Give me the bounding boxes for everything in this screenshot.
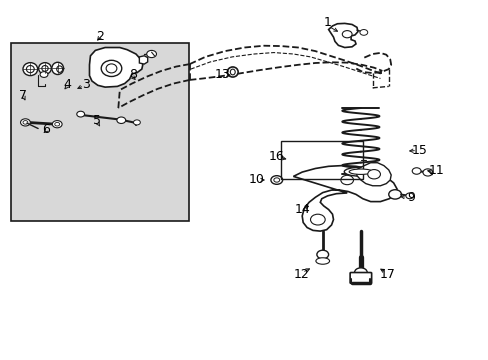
Circle shape — [40, 72, 48, 77]
Ellipse shape — [344, 167, 377, 176]
Polygon shape — [328, 23, 357, 48]
Text: 11: 11 — [428, 164, 444, 177]
Circle shape — [146, 50, 156, 58]
Text: 15: 15 — [411, 144, 427, 157]
Circle shape — [342, 31, 351, 38]
Text: 1: 1 — [323, 16, 331, 29]
Circle shape — [310, 214, 325, 225]
Ellipse shape — [230, 69, 235, 75]
Text: 8: 8 — [129, 68, 137, 81]
Circle shape — [270, 176, 282, 184]
Circle shape — [422, 169, 432, 176]
Circle shape — [273, 178, 279, 182]
Circle shape — [340, 175, 353, 185]
Text: 5: 5 — [93, 114, 101, 127]
Circle shape — [367, 170, 380, 179]
Ellipse shape — [41, 66, 48, 71]
Circle shape — [20, 119, 30, 126]
Circle shape — [133, 120, 140, 125]
Ellipse shape — [101, 60, 122, 77]
Ellipse shape — [52, 62, 63, 75]
Ellipse shape — [227, 67, 238, 77]
Ellipse shape — [348, 169, 372, 175]
Polygon shape — [89, 48, 142, 87]
Ellipse shape — [57, 66, 62, 72]
Circle shape — [411, 168, 420, 174]
Text: 6: 6 — [42, 123, 50, 136]
Circle shape — [117, 117, 125, 123]
Ellipse shape — [106, 64, 117, 73]
Polygon shape — [293, 166, 396, 231]
Text: 2: 2 — [96, 30, 104, 42]
Text: 17: 17 — [379, 268, 395, 281]
Circle shape — [52, 121, 62, 128]
Text: 3: 3 — [81, 78, 89, 91]
Text: 4: 4 — [63, 78, 71, 91]
Circle shape — [359, 30, 367, 35]
Circle shape — [354, 268, 366, 277]
Circle shape — [388, 190, 401, 199]
Text: 10: 10 — [248, 173, 264, 186]
Text: 16: 16 — [268, 150, 284, 163]
Text: 14: 14 — [294, 203, 309, 216]
Bar — [11, 43, 189, 221]
Text: 7: 7 — [20, 89, 27, 102]
Ellipse shape — [39, 63, 51, 74]
Ellipse shape — [26, 66, 34, 73]
Bar — [281, 141, 363, 179]
Circle shape — [55, 122, 60, 126]
Ellipse shape — [23, 63, 38, 76]
Circle shape — [23, 121, 28, 124]
Circle shape — [316, 250, 328, 259]
Text: 9: 9 — [406, 191, 414, 204]
Polygon shape — [139, 56, 147, 64]
Text: 12: 12 — [293, 268, 309, 281]
Circle shape — [77, 111, 84, 117]
Polygon shape — [355, 163, 390, 186]
Ellipse shape — [315, 258, 329, 264]
Circle shape — [405, 193, 413, 199]
FancyBboxPatch shape — [349, 273, 371, 283]
Text: 13: 13 — [214, 68, 230, 81]
